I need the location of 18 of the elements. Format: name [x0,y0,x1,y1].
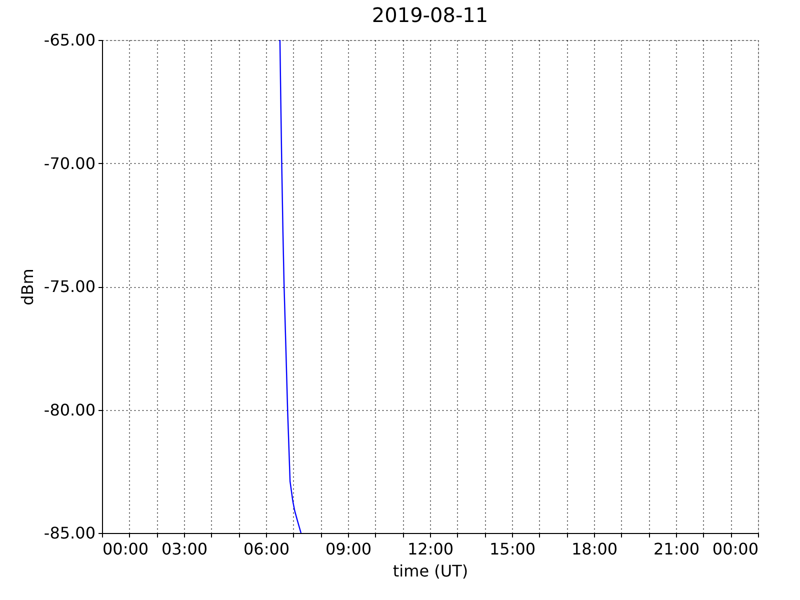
line-series [279,40,302,533]
x-tick-label: 21:00 [653,540,700,558]
y-tick-label: -65.00 [44,30,96,50]
x-tick-label: 00:00 [712,540,758,558]
x-tick-label: 18:00 [571,540,618,558]
y-tick-label: -80.00 [44,400,96,420]
x-tick-label: 00:00 [102,540,149,558]
y-axis-title: dBm [18,268,37,306]
y-tick-label: -85.00 [44,524,96,542]
x-tick-label: 15:00 [489,540,536,558]
x-tick-label: 06:00 [243,540,290,558]
x-tick-label: 12:00 [407,540,454,558]
y-tick-label: -75.00 [44,277,96,296]
chart-title: 2019-08-11 [372,3,488,27]
x-tick-label: 03:00 [161,540,208,558]
y-tick-label: -70.00 [44,154,96,173]
x-tick-label: 09:00 [325,540,372,558]
x-axis-title: time (UT) [392,562,468,580]
